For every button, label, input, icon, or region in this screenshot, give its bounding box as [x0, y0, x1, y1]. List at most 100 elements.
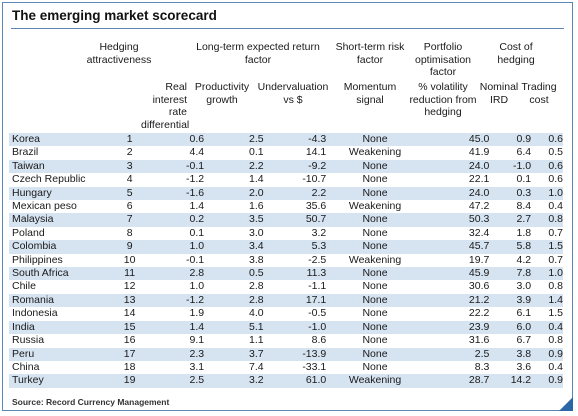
volatility-cell: 2.5 — [423, 347, 490, 361]
trading-cost-cell: 1.5 — [531, 240, 563, 254]
table-row: South Africa 11 2.8 0.5 11.3 None 45.9 7.8 1.0 — [9, 267, 563, 281]
table-row: Romania 13 -1.2 2.8 17.1 None 21.2 3.9 1.4 — [9, 293, 563, 308]
header-cost: Cost of hedging — [497, 41, 535, 66]
volatility-cell: 22.2 — [423, 307, 490, 321]
rank-cell: 4 — [106, 173, 153, 187]
momentum-cell: None — [326, 133, 424, 147]
undervaluation-cell: 2.2 — [263, 186, 327, 201]
momentum-cell: None — [326, 226, 424, 241]
rank-cell: 12 — [106, 280, 153, 294]
trading-cost-cell: 0.7 — [531, 226, 563, 241]
momentum-cell: None — [326, 320, 424, 335]
table-row: Brazil 2 4.4 0.1 14.1 Weakening 41.9 6.4 0.5 — [9, 146, 563, 160]
momentum-cell: None — [326, 159, 424, 174]
volatility-cell: 41.9 — [423, 146, 490, 160]
real-rate-cell: -0.1 — [152, 159, 205, 174]
rank-cell: 17 — [106, 347, 153, 361]
rank-cell: 7 — [106, 213, 153, 227]
momentum-cell: Weakening — [326, 200, 424, 214]
trading-cost-cell: 0.4 — [531, 200, 563, 214]
undervaluation-cell: -0.5 — [263, 307, 327, 321]
subheader-momentum: Momentum signal — [343, 81, 397, 106]
country-cell: Hungary — [9, 186, 107, 201]
nominal-ird-cell: 6.0 — [489, 320, 532, 335]
trading-cost-cell: 0.8 — [531, 280, 563, 294]
scorecard-table: Korea 1 0.6 2.5 -4.3 None 45.0 0.9 0.6 Brazil 2 4.4… — [9, 133, 563, 388]
real-rate-cell: -1.2 — [152, 293, 205, 308]
rank-cell: 8 — [106, 226, 153, 241]
nominal-ird-cell: 4.2 — [489, 253, 532, 268]
rank-cell: 19 — [106, 374, 153, 388]
subheader-trading-cost: Trading cost — [521, 81, 557, 106]
trading-cost-cell: 0.7 — [531, 253, 563, 268]
undervaluation-cell: -13.9 — [263, 347, 327, 361]
volatility-cell: 8.3 — [423, 360, 490, 375]
productivity-cell: 5.1 — [204, 320, 264, 335]
table-row: Korea 1 0.6 2.5 -4.3 None 45.0 0.9 0.6 — [9, 133, 563, 147]
nominal-ird-cell: 0.9 — [489, 133, 532, 147]
header-short-term: Short-term risk factor — [335, 41, 405, 66]
rank-cell: 16 — [106, 334, 153, 348]
trading-cost-cell: 0.9 — [531, 347, 563, 361]
trading-cost-cell: 0.9 — [531, 374, 563, 388]
real-rate-cell: 1.4 — [152, 320, 205, 335]
momentum-cell: None — [326, 267, 424, 281]
nominal-ird-cell: 6.4 — [489, 146, 532, 160]
table-row: Malaysia 7 0.2 3.5 50.7 None 50.3 2.7 0.8 — [9, 213, 563, 227]
rank-cell: 11 — [106, 267, 153, 281]
productivity-cell: 3.4 — [204, 240, 264, 254]
real-rate-cell: -1.6 — [152, 186, 205, 201]
trading-cost-cell: 0.8 — [531, 334, 563, 348]
nominal-ird-cell: -1.0 — [489, 159, 532, 174]
undervaluation-cell: 14.1 — [263, 146, 327, 160]
momentum-cell: None — [326, 280, 424, 294]
table-row: Mexican peso 6 1.4 1.6 35.6 Weakening 47.2 8.4 0… — [9, 200, 563, 214]
real-rate-cell: 3.1 — [152, 360, 205, 375]
country-cell: Peru — [9, 347, 107, 361]
country-cell: Brazil — [9, 146, 107, 160]
productivity-cell: 3.0 — [204, 226, 264, 241]
nominal-ird-cell: 3.6 — [489, 360, 532, 375]
real-rate-cell: 0.1 — [152, 226, 205, 241]
source-note: Source: Record Currency Management — [12, 397, 170, 407]
title-bar: The emerging market scorecard — [3, 3, 572, 29]
undervaluation-cell: 8.6 — [263, 334, 327, 348]
volatility-cell: 31.6 — [423, 334, 490, 348]
productivity-cell: 0.5 — [204, 267, 264, 281]
title-divider — [11, 28, 564, 29]
subheader-nominal-ird: Nominal IRD — [479, 81, 519, 106]
table-row: Hungary 5 -1.6 2.0 2.2 None 24.0 0.3 1.0 — [9, 186, 563, 201]
undervaluation-cell: 5.3 — [263, 240, 327, 254]
momentum-cell: None — [326, 293, 424, 308]
momentum-cell: None — [326, 186, 424, 201]
nominal-ird-cell: 3.0 — [489, 280, 532, 294]
rank-cell: 14 — [106, 307, 153, 321]
rank-cell: 10 — [106, 253, 153, 268]
real-rate-cell: 2.3 — [152, 347, 205, 361]
productivity-cell: 2.8 — [204, 280, 264, 294]
volatility-cell: 50.3 — [423, 213, 490, 227]
undervaluation-cell: 11.3 — [263, 267, 327, 281]
real-rate-cell: 0.6 — [152, 133, 205, 147]
momentum-cell: Weakening — [326, 253, 424, 268]
trading-cost-cell: 1.4 — [531, 293, 563, 308]
volatility-cell: 47.2 — [423, 200, 490, 214]
real-rate-cell: 1.0 — [152, 240, 205, 254]
nominal-ird-cell: 0.3 — [489, 186, 532, 201]
undervaluation-cell: 17.1 — [263, 293, 327, 308]
country-cell: Taiwan — [9, 159, 107, 174]
undervaluation-cell: 35.6 — [263, 200, 327, 214]
rank-cell: 13 — [106, 293, 153, 308]
rank-cell: 9 — [106, 240, 153, 254]
header-hedging: Hedging attractiveness — [86, 41, 152, 66]
productivity-cell: 1.4 — [204, 173, 264, 187]
undervaluation-cell: -4.3 — [263, 133, 327, 147]
real-rate-cell: -0.1 — [152, 253, 205, 268]
real-rate-cell: 2.8 — [152, 267, 205, 281]
volatility-cell: 45.7 — [423, 240, 490, 254]
country-cell: Indonesia — [9, 307, 107, 321]
trading-cost-cell: 1.0 — [531, 186, 563, 201]
momentum-cell: None — [326, 360, 424, 375]
nominal-ird-cell: 6.7 — [489, 334, 532, 348]
real-rate-cell: -1.2 — [152, 173, 205, 187]
